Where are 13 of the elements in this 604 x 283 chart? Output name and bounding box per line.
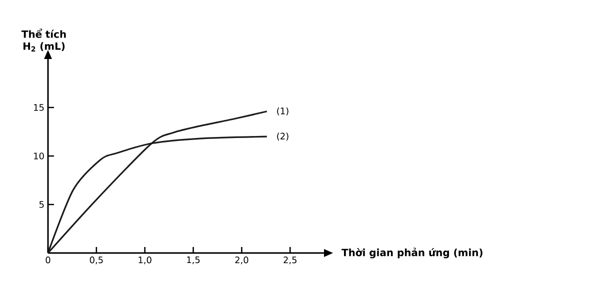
- series-label: (1): [277, 107, 288, 116]
- y-tick-label: 15: [34, 104, 44, 111]
- series-label: (2): [277, 132, 288, 141]
- x-tick-label: 2,0: [235, 256, 248, 264]
- x-tick-label: 1,5: [187, 256, 200, 264]
- y-tick-label: 10: [34, 152, 44, 160]
- x-axis-title: Thời gian phản ứng (min): [342, 248, 482, 258]
- x-tick-label: 1,0: [138, 256, 152, 264]
- x-tick-label: 2,5: [284, 256, 296, 264]
- x-tick-label: 0: [46, 256, 50, 264]
- y-tick-label: 5: [39, 201, 44, 208]
- y-axis-title: Thể tích H$_{2}$ (mL): [21, 28, 66, 52]
- x-tick-label: 0,5: [90, 256, 103, 264]
